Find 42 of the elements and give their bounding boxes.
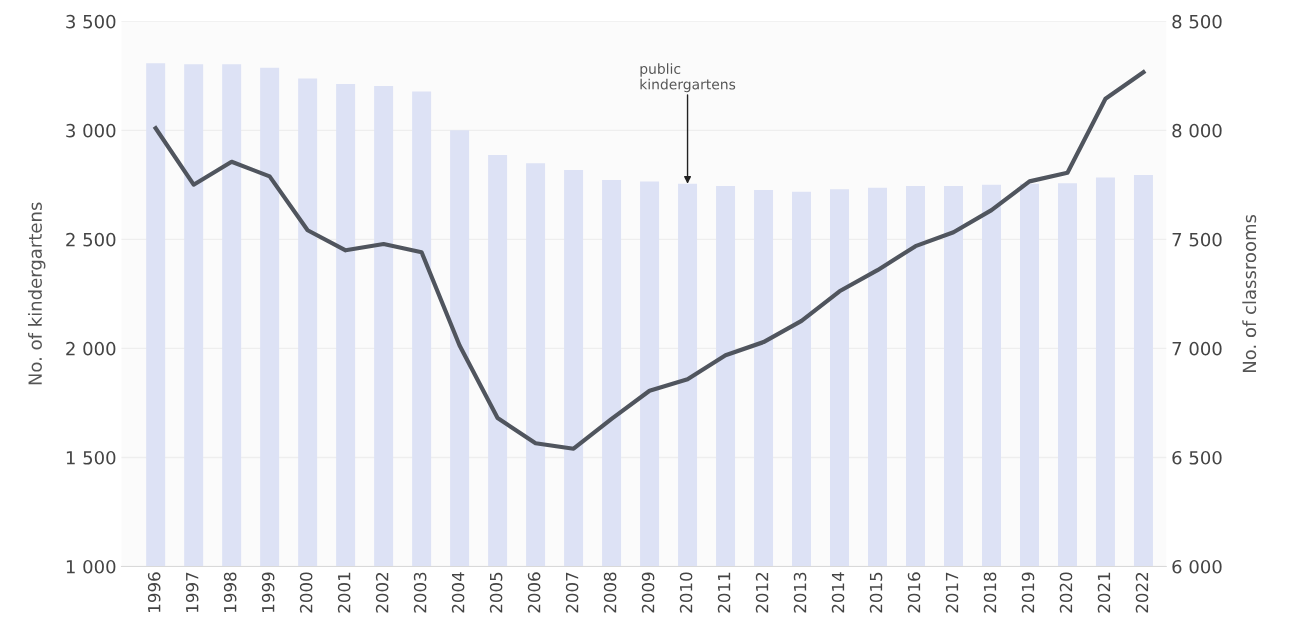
y-tick-label: 1 000 [66, 559, 116, 574]
x-tick-label: 2008 [603, 572, 617, 613]
x-tick-label: 1999 [261, 572, 275, 612]
x-tick-label: 2019 [1021, 572, 1035, 613]
x-tick-label: 2010 [679, 572, 693, 613]
x-tick-label: 2022 [1135, 572, 1149, 613]
x-tick-label: 2004 [451, 572, 465, 613]
x-tick-label: 2014 [831, 572, 845, 613]
x-tick-label: 2020 [1059, 572, 1073, 613]
y2-tick-label: 7 500 [1172, 232, 1222, 247]
x-tick-label: 1998 [223, 572, 237, 612]
y2-axis-title: No. of classrooms [1242, 214, 1257, 373]
x-tick-label: 2009 [641, 572, 655, 613]
y2-tick-label: 6 000 [1172, 559, 1222, 574]
x-tick-label: 2015 [869, 572, 883, 613]
y-axis-title: No. of kindergartens [27, 202, 46, 385]
x-tick-label: 2006 [527, 572, 541, 613]
x-tick-label: 2018 [983, 572, 997, 613]
x-tick-label: 2000 [299, 572, 313, 613]
x-tick-label: 2021 [1097, 572, 1111, 613]
y-tick-label: 3 000 [66, 123, 116, 138]
y2-tick-label: 8 000 [1172, 123, 1222, 138]
x-tick-label: 2007 [565, 572, 579, 613]
y2-tick-label: 8 500 [1172, 14, 1222, 29]
y2-tick-label: 7 000 [1172, 341, 1222, 356]
x-tick-label: 1997 [185, 572, 199, 612]
annotation: public kindergartens [640, 63, 736, 93]
x-tick-label: 2001 [337, 572, 351, 613]
x-tick-label: 2002 [375, 572, 389, 613]
x-tick-label: 2011 [717, 572, 731, 613]
x-tick-label: 2017 [945, 572, 959, 613]
y2-tick-label: 6 500 [1172, 450, 1222, 465]
y-tick-label: 3 500 [66, 14, 116, 29]
x-tick-label: 2005 [489, 572, 503, 613]
y-tick-label: 2 500 [66, 232, 116, 247]
y-tick-label: 1 500 [66, 450, 116, 465]
x-tick-label: 2012 [755, 572, 769, 613]
x-tick-label: 2016 [907, 572, 921, 613]
x-tick-label: 2013 [793, 572, 807, 613]
x-tick-label: 2003 [413, 572, 427, 613]
y-tick-label: 2 000 [66, 341, 116, 356]
x-tick-label: 1996 [147, 572, 161, 612]
